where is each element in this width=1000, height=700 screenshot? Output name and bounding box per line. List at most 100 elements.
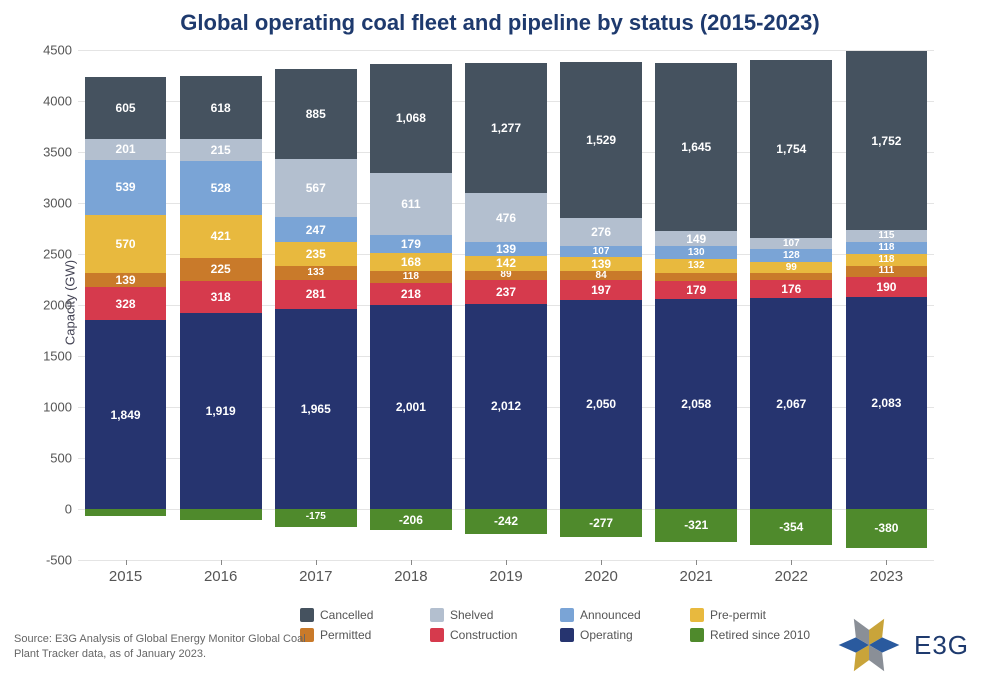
bar-2016: 1,919318225421528215618 [180,50,262,560]
legend-item-shelved: Shelved [430,605,560,625]
legend-swatch [690,608,704,622]
y-tick-label: -500 [46,553,78,568]
seg-prepermit [655,259,737,272]
seg-permitted [180,258,262,281]
seg-construction [465,280,547,304]
seg-permitted [370,271,452,283]
legend-item-retired: Retired since 2010 [690,625,820,645]
seg-retired [465,509,547,534]
seg-operating [370,305,452,509]
seg-shelved [560,218,642,246]
bar-2015: 1,849328139570539201605 [85,50,167,560]
seg-construction [655,281,737,299]
x-tick-mark [411,560,412,565]
y-tick-label: 3500 [43,145,78,160]
seg-prepermit [180,215,262,258]
legend-item-prepermit: Pre-permit [690,605,820,625]
seg-construction [85,287,167,320]
seg-shelved [465,193,547,242]
seg-construction [180,281,262,313]
source-note: Source: E3G Analysis of Global Energy Mo… [14,632,324,662]
y-tick-label: 4500 [43,43,78,58]
seg-cancelled [655,63,737,231]
y-tick-label: 3000 [43,196,78,211]
seg-shelved [180,139,262,161]
seg-construction [560,280,642,300]
seg-permitted [846,266,928,277]
seg-announced [560,246,642,257]
seg-cancelled [370,64,452,173]
seg-operating [275,309,357,509]
legend-swatch [430,628,444,642]
bar-2023: -3802,0831901111181181151,752 [846,50,928,560]
legend-label: Permitted [320,628,371,642]
x-tick-mark [601,560,602,565]
legend-label: Shelved [450,608,493,622]
brand-name: E3G [914,630,969,661]
seg-prepermit [275,242,357,266]
seg-permitted [655,273,737,281]
bar-2020: -2772,050197841391072761,529 [560,50,642,560]
seg-announced [655,246,737,259]
seg-operating [750,298,832,509]
seg-operating [560,300,642,509]
seg-shelved [750,238,832,249]
x-tick-mark [696,560,697,565]
seg-operating [180,313,262,509]
seg-prepermit [750,262,832,272]
seg-retired [85,509,167,516]
bar-2021: -3212,0581791321301491,645 [655,50,737,560]
seg-cancelled [465,63,547,193]
seg-shelved [85,139,167,160]
seg-prepermit [370,253,452,270]
seg-cancelled [180,76,262,139]
seg-operating [846,297,928,509]
seg-prepermit [560,257,642,271]
bar-2018: -2062,0012181181681796111,068 [370,50,452,560]
seg-permitted [85,273,167,287]
seg-announced [750,249,832,262]
y-tick-label: 1500 [43,349,78,364]
x-tick-mark [506,560,507,565]
legend-item-operating: Operating [560,625,690,645]
legend-label: Operating [580,628,633,642]
legend-swatch [430,608,444,622]
legend: CancelledPermittedShelvedConstructionAnn… [300,605,820,645]
x-tick-mark [886,560,887,565]
seg-permitted [750,273,832,281]
legend-swatch [560,608,574,622]
seg-retired [275,509,357,527]
seg-operating [85,320,167,509]
seg-construction [275,280,357,309]
seg-announced [180,161,262,215]
y-tick-label: 500 [50,451,78,466]
seg-announced [275,217,357,242]
x-tick-mark [126,560,127,565]
seg-retired [750,509,832,545]
seg-announced [846,242,928,254]
seg-construction [846,277,928,296]
seg-prepermit [846,254,928,266]
legend-item-cancelled: Cancelled [300,605,430,625]
seg-cancelled [750,60,832,239]
legend-swatch [300,608,314,622]
seg-cancelled [275,69,357,159]
legend-swatch [560,628,574,642]
seg-retired [560,509,642,537]
hex-logo-icon [836,612,902,678]
seg-prepermit [465,256,547,270]
bar-2017: -1751,965281133235247567885 [275,50,357,560]
seg-cancelled [85,77,167,139]
seg-operating [465,304,547,509]
y-tick-label: 1000 [43,400,78,415]
plot-area: -500050010001500200025003000350040004500… [78,50,934,560]
y-tick-label: 2500 [43,247,78,262]
seg-cancelled [846,51,928,230]
y-tick-label: 0 [65,502,78,517]
seg-shelved [275,159,357,217]
bar-2022: -3542,067176991281071,754 [750,50,832,560]
seg-announced [370,235,452,253]
legend-swatch [690,628,704,642]
y-tick-label: 4000 [43,94,78,109]
brand-logo: E3G [836,612,969,678]
